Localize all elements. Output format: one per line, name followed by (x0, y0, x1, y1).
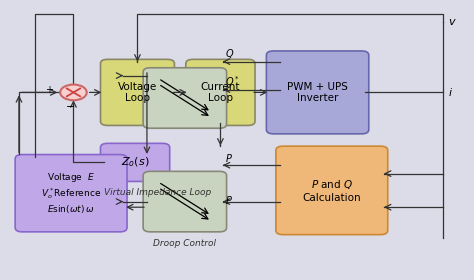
FancyBboxPatch shape (100, 143, 170, 181)
Text: $P$: $P$ (225, 194, 233, 206)
FancyBboxPatch shape (266, 51, 369, 134)
Text: $Q$: $Q$ (225, 47, 235, 60)
FancyBboxPatch shape (276, 146, 388, 235)
FancyBboxPatch shape (143, 171, 227, 232)
FancyBboxPatch shape (143, 68, 227, 128)
FancyBboxPatch shape (186, 59, 255, 125)
Text: $P$: $P$ (225, 152, 233, 164)
Text: $v$: $v$ (448, 17, 456, 27)
Text: PWM + UPS
Inverter: PWM + UPS Inverter (287, 81, 348, 103)
Text: −: − (66, 102, 75, 112)
Circle shape (60, 85, 87, 100)
Text: $Q^*$: $Q^*$ (225, 74, 240, 89)
FancyBboxPatch shape (100, 59, 174, 125)
Text: $P$ and $Q$
Calculation: $P$ and $Q$ Calculation (302, 178, 361, 203)
Text: Droop Control: Droop Control (154, 239, 216, 248)
Text: Virtual Impedance Loop: Virtual Impedance Loop (104, 188, 211, 197)
FancyBboxPatch shape (15, 155, 127, 232)
Text: $Z_o(s)$: $Z_o(s)$ (121, 156, 149, 169)
Text: Voltage
Loop: Voltage Loop (118, 81, 157, 103)
Text: Voltage  $E$
$V_o^*$Reference
$E\sin(\omega t)\,\omega$: Voltage $E$ $V_o^*$Reference $E\sin(\ome… (41, 171, 101, 215)
Text: Current
Loop: Current Loop (201, 81, 240, 103)
Text: $i$: $i$ (448, 87, 453, 98)
Text: +: + (45, 85, 53, 95)
